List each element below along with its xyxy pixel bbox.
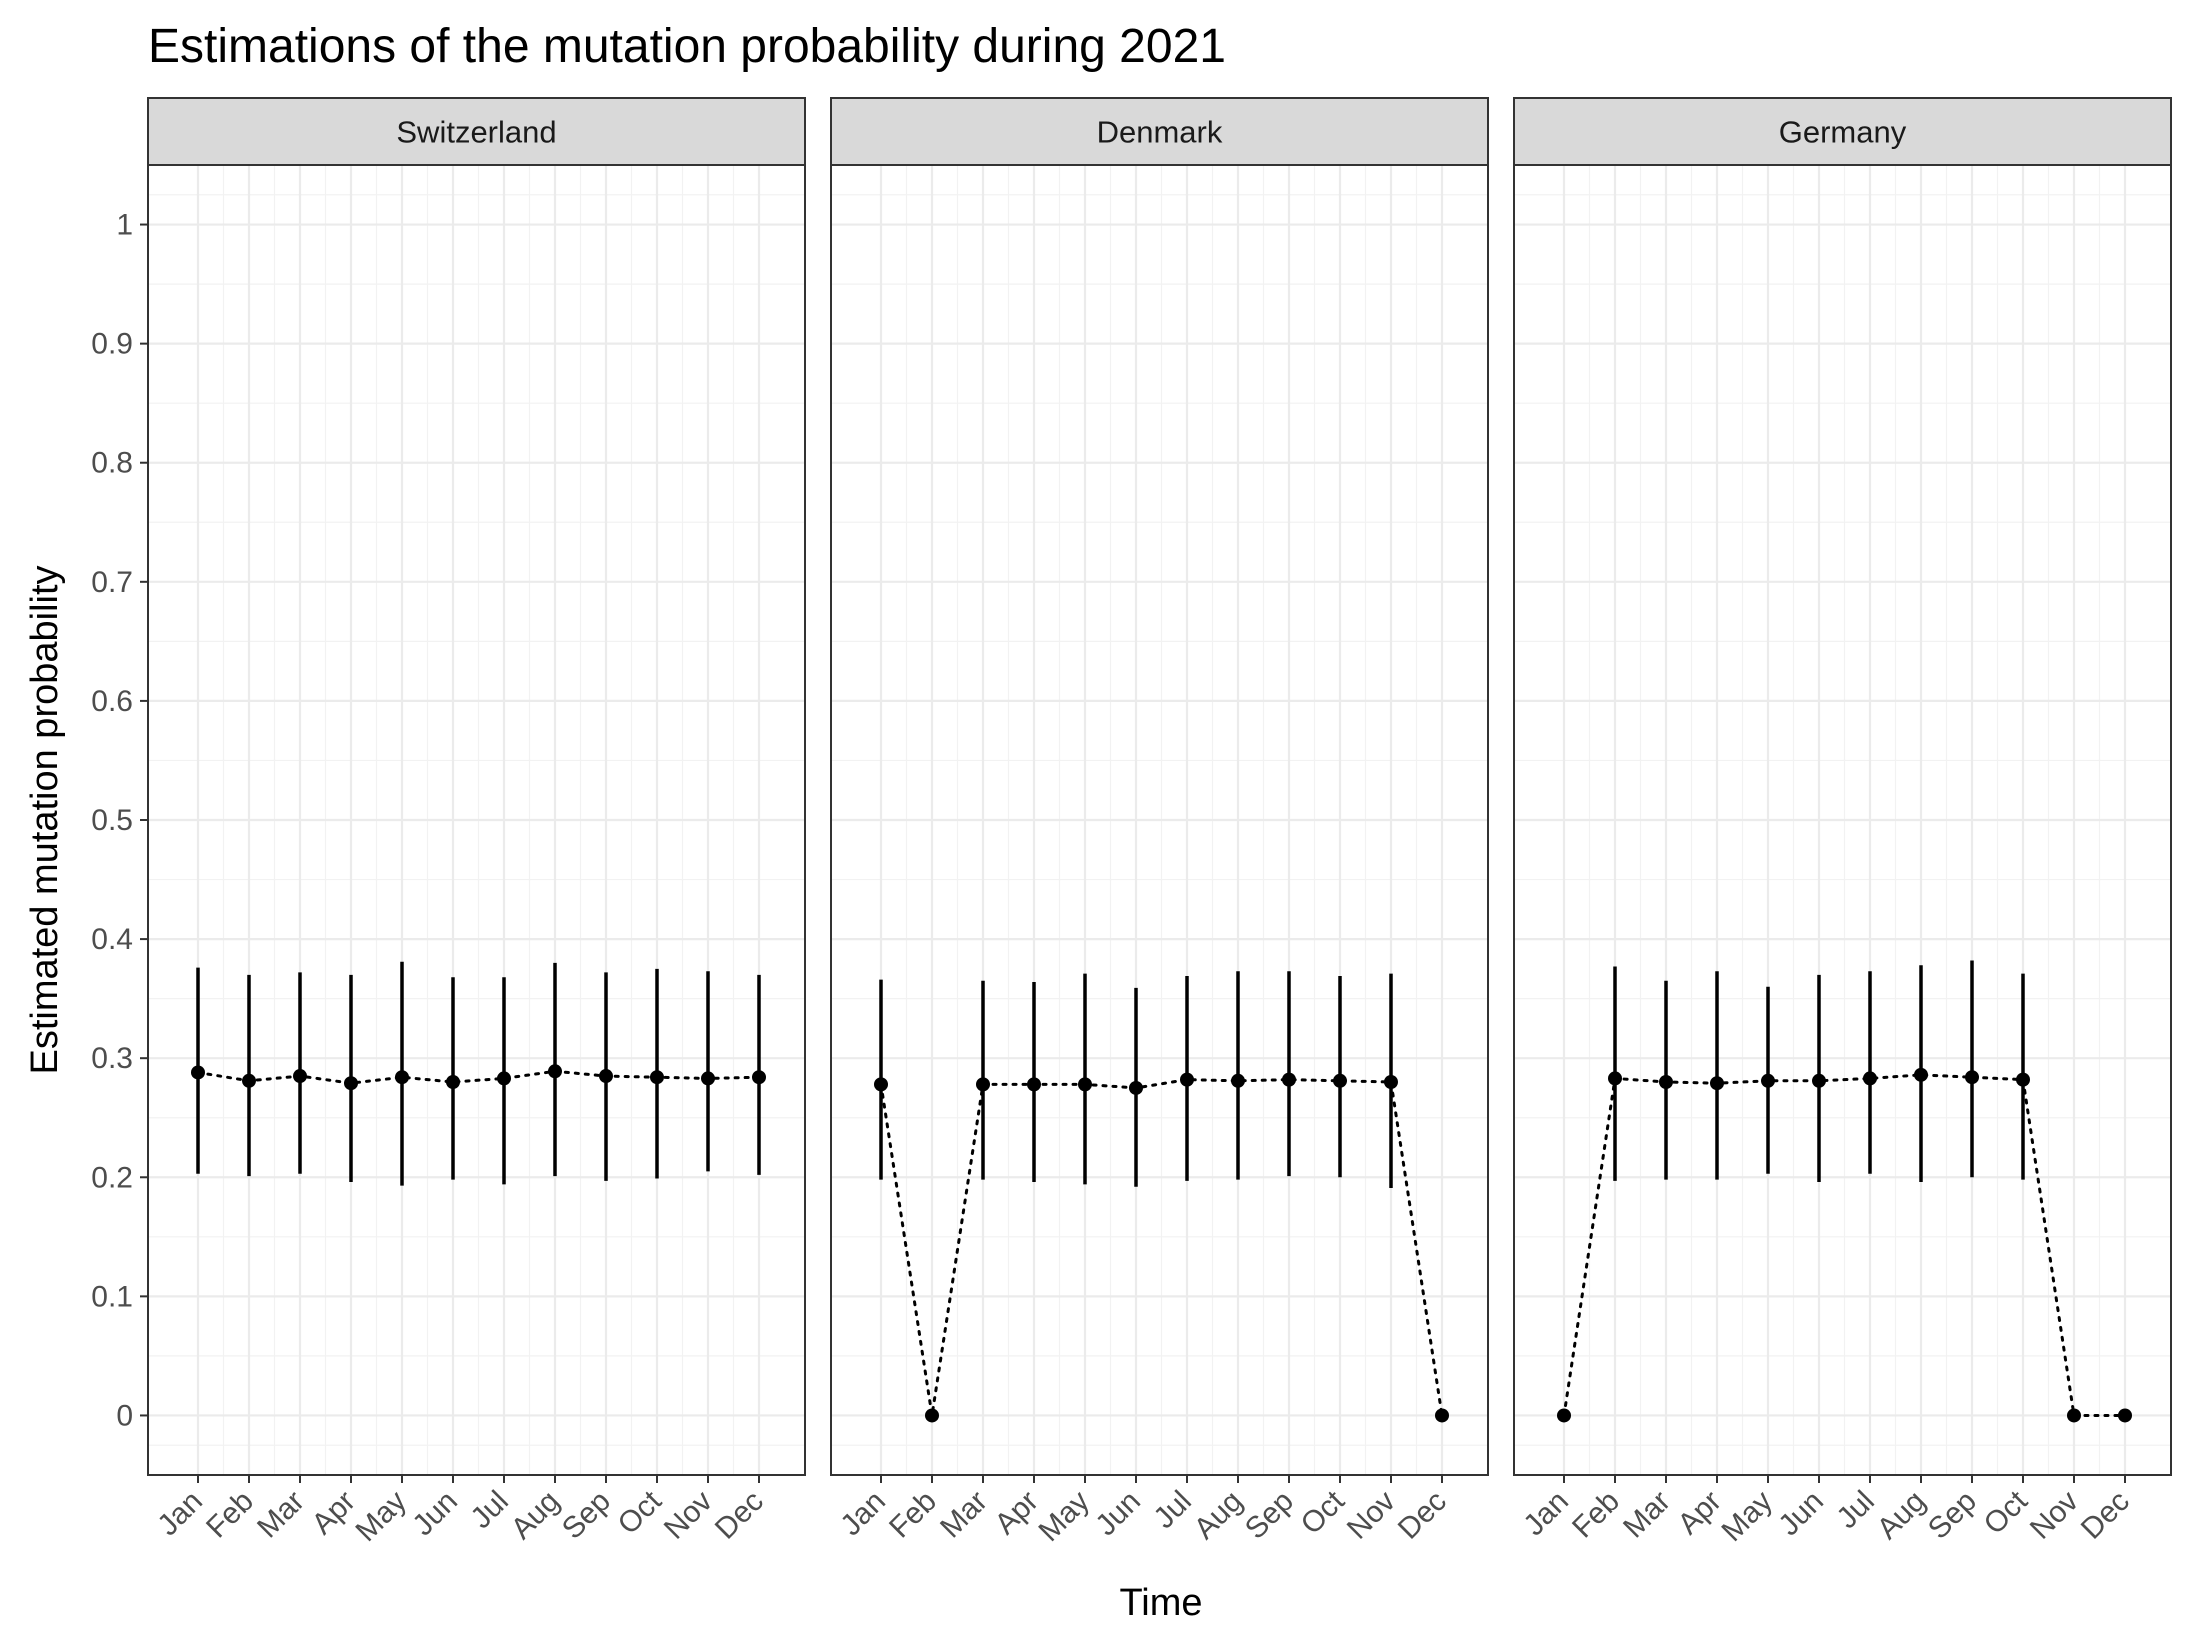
facet-strip-label: Switzerland bbox=[396, 115, 556, 150]
data-point bbox=[1282, 1072, 1296, 1087]
data-point bbox=[497, 1071, 511, 1086]
y-tick-label: 0.6 bbox=[91, 685, 133, 718]
data-point bbox=[2067, 1408, 2081, 1423]
data-point bbox=[191, 1065, 205, 1080]
y-axis: 0 0.1 0.2 0.3 0.4 0.5 0.6 0.7 0.8 0.9 1 bbox=[91, 209, 148, 1432]
data-point bbox=[650, 1070, 664, 1085]
data-point bbox=[752, 1070, 766, 1085]
data-point bbox=[1180, 1072, 1194, 1087]
data-point bbox=[1812, 1073, 1826, 1088]
data-point bbox=[874, 1077, 888, 1092]
data-point bbox=[2118, 1408, 2132, 1423]
x-axis-title: Time bbox=[1119, 1582, 1202, 1624]
data-point bbox=[1231, 1073, 1245, 1088]
data-point bbox=[344, 1076, 358, 1091]
series-connector-line bbox=[196, 1069, 761, 1085]
data-point bbox=[1557, 1408, 1571, 1423]
data-point bbox=[1078, 1077, 1092, 1092]
data-point bbox=[1659, 1075, 1673, 1089]
y-tick-label: 0.8 bbox=[91, 447, 133, 480]
y-tick-label: 0.4 bbox=[91, 923, 133, 956]
series-connector-line bbox=[1562, 1073, 2127, 1417]
data-point bbox=[1384, 1075, 1398, 1089]
data-point bbox=[1863, 1071, 1877, 1086]
facet-strip bbox=[830, 97, 1489, 166]
data-point bbox=[701, 1071, 715, 1086]
y-tick-label: 0.1 bbox=[91, 1280, 133, 1313]
data-point bbox=[1710, 1076, 1724, 1091]
y-axis-title: Estimated mutation probability bbox=[24, 565, 66, 1074]
data-point bbox=[1333, 1073, 1347, 1088]
facet-strip bbox=[147, 97, 806, 166]
data-point bbox=[1914, 1067, 1928, 1082]
data-point bbox=[925, 1408, 939, 1423]
data-point bbox=[1435, 1408, 1449, 1423]
data-point bbox=[242, 1073, 256, 1088]
y-tick-label: 0.9 bbox=[91, 328, 133, 361]
data-point bbox=[1608, 1071, 1622, 1086]
y-tick-label: 0.3 bbox=[91, 1042, 133, 1075]
chart-title: Estimations of the mutation probability … bbox=[148, 20, 1226, 73]
data-point bbox=[976, 1077, 990, 1092]
data-point bbox=[2016, 1072, 2030, 1087]
y-tick-label: 0.2 bbox=[91, 1161, 133, 1194]
data-point bbox=[1761, 1073, 1775, 1088]
data-point bbox=[548, 1064, 562, 1079]
series-connector-line bbox=[879, 1078, 1444, 1417]
y-tick-label: 0.5 bbox=[91, 804, 133, 837]
data-point bbox=[446, 1075, 460, 1089]
data-point bbox=[395, 1070, 409, 1085]
data-point bbox=[1027, 1077, 1041, 1092]
y-tick-label: 1 bbox=[116, 209, 133, 242]
facet-strip-label: Germany bbox=[1779, 115, 1907, 150]
data-point bbox=[1129, 1080, 1143, 1095]
y-tick-label: 0.7 bbox=[91, 566, 133, 599]
facet-strip-label: Denmark bbox=[1097, 115, 1223, 150]
data-point bbox=[293, 1069, 307, 1084]
facet-strip bbox=[1513, 97, 2172, 166]
data-point bbox=[599, 1069, 613, 1084]
data-point bbox=[1965, 1070, 1979, 1085]
y-tick-label: 0 bbox=[116, 1399, 133, 1432]
